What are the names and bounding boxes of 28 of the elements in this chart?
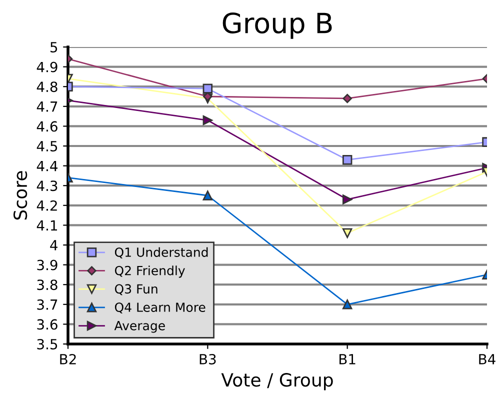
legend-label: Q4 Learn More bbox=[114, 302, 206, 314]
x-tick-label: B2 bbox=[60, 354, 76, 364]
x-axis-title: Vote / Group bbox=[221, 373, 333, 390]
chart-title: Group B bbox=[222, 12, 332, 39]
x-tick-label: B3 bbox=[200, 354, 216, 364]
y-tick-label: 3.6 bbox=[37, 319, 58, 330]
y-tick-label: 4.7 bbox=[36, 102, 58, 112]
y-tick-label: 5 bbox=[50, 42, 58, 52]
legend-label: Q2 Friendly bbox=[114, 266, 185, 278]
legend-label: Average bbox=[114, 321, 165, 333]
y-tick-label: 4.6 bbox=[36, 121, 58, 132]
y-tick-label: 4.3 bbox=[36, 180, 58, 192]
y-tick-label: 3.8 bbox=[37, 280, 58, 290]
y-tick-label: 3.9 bbox=[37, 260, 58, 270]
y-tick-label: 4.9 bbox=[36, 62, 58, 72]
y-tick-label: 3.5 bbox=[37, 338, 58, 350]
y-axis-title: Score bbox=[13, 171, 28, 220]
legend-label: Q3 Fun bbox=[114, 284, 158, 296]
y-tick-label: 4.8 bbox=[36, 82, 58, 92]
y-tick-label: 4.4 bbox=[36, 160, 58, 172]
y-tick-label: 4.1 bbox=[36, 220, 57, 230]
y-tick-label: 4.2 bbox=[36, 200, 57, 211]
legend-label: Q1 Understand bbox=[114, 247, 208, 258]
y-tick-label: 3.7 bbox=[37, 299, 58, 310]
y-tick-label: 4.5 bbox=[36, 141, 58, 152]
y-tick-label: 4 bbox=[50, 240, 58, 250]
x-tick-label: B4 bbox=[479, 354, 496, 364]
x-tick-label: B1 bbox=[340, 354, 356, 364]
